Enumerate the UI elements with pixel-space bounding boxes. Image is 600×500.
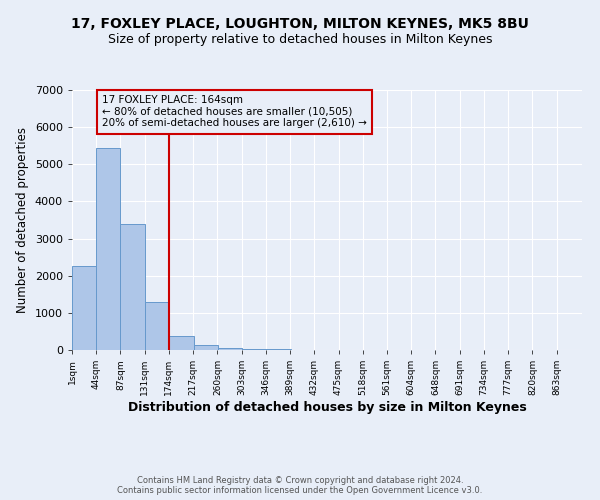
Bar: [194, 345, 218, 350]
Text: Contains HM Land Registry data © Crown copyright and database right 2024.
Contai: Contains HM Land Registry data © Crown c…: [118, 476, 482, 495]
Text: 17, FOXLEY PLACE, LOUGHTON, MILTON KEYNES, MK5 8BU: 17, FOXLEY PLACE, LOUGHTON, MILTON KEYNE…: [71, 18, 529, 32]
Bar: [218, 348, 242, 350]
Bar: [145, 302, 169, 350]
Text: Size of property relative to detached houses in Milton Keynes: Size of property relative to detached ho…: [108, 32, 492, 46]
Y-axis label: Number of detached properties: Number of detached properties: [16, 127, 29, 313]
Bar: [121, 224, 145, 350]
Bar: [72, 266, 96, 350]
Bar: [96, 148, 121, 350]
Bar: [242, 349, 266, 350]
Bar: [169, 336, 194, 350]
X-axis label: Distribution of detached houses by size in Milton Keynes: Distribution of detached houses by size …: [128, 401, 526, 414]
Text: 17 FOXLEY PLACE: 164sqm
← 80% of detached houses are smaller (10,505)
20% of sem: 17 FOXLEY PLACE: 164sqm ← 80% of detache…: [102, 95, 367, 128]
